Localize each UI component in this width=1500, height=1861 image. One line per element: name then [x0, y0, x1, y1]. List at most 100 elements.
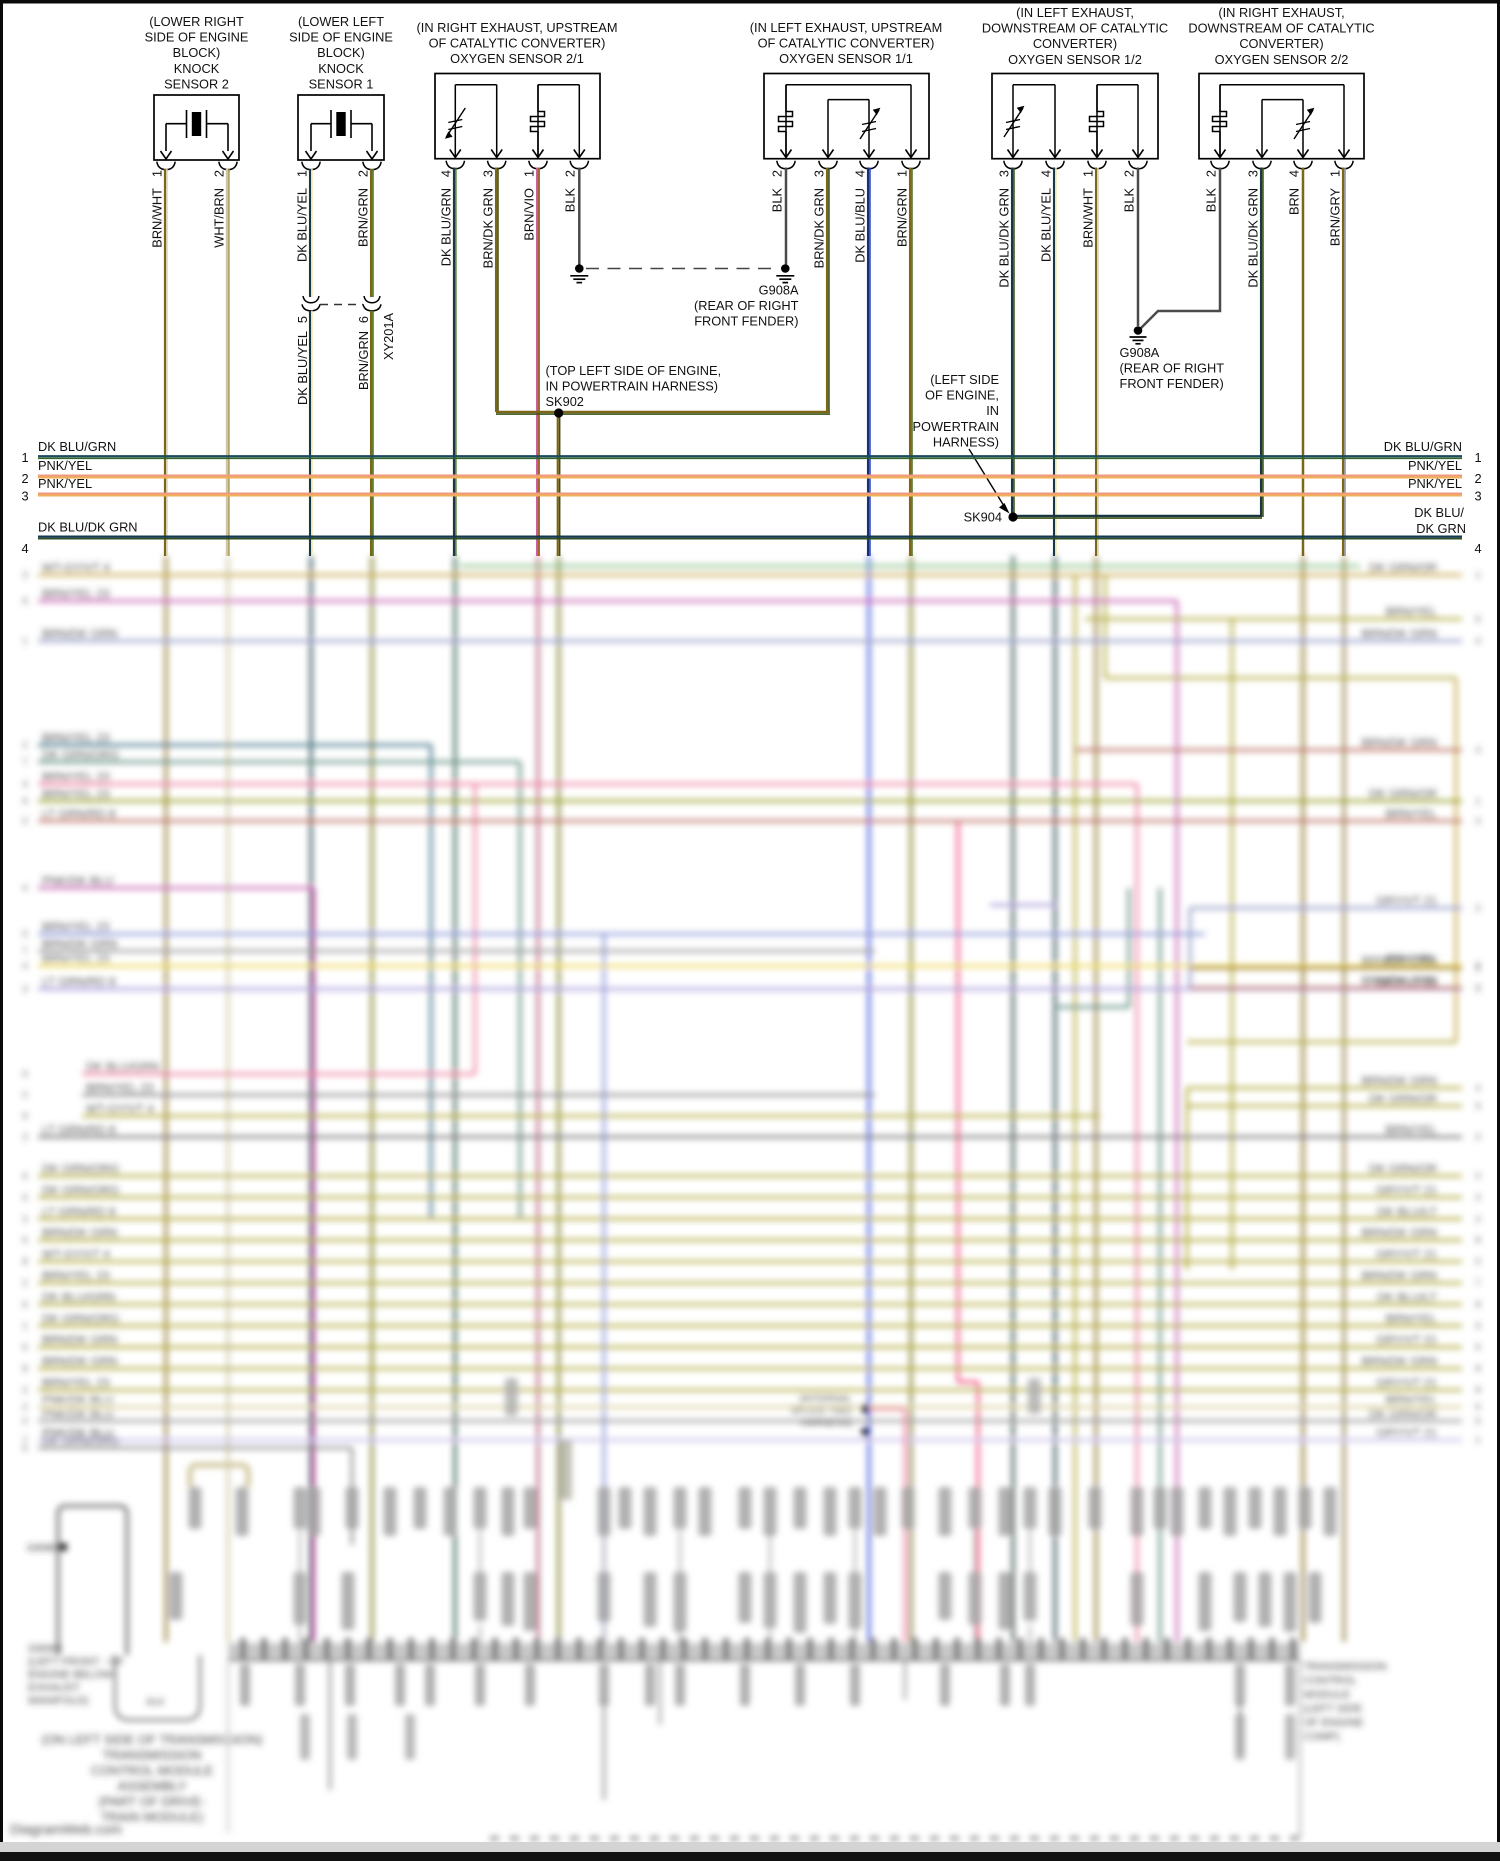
svg-text:0: 0 — [1475, 1171, 1480, 1181]
svg-text:7: 7 — [1475, 984, 1480, 994]
svg-text:GRY/VT 21: GRY/VT 21 — [1376, 975, 1437, 989]
svg-text:GRY/VT 21: GRY/VT 21 — [1376, 1426, 1437, 1440]
svg-text:0: 0 — [22, 883, 27, 893]
svg-text:BRN/DK GRN: BRN/DK GRN — [481, 188, 496, 268]
svg-text:DK BLU/DK GRN: DK BLU/DK GRN — [38, 520, 138, 535]
svg-text:BRN/GRY: BRN/GRY — [1328, 188, 1343, 247]
svg-text:1: 1 — [22, 636, 27, 646]
svg-text:PNK/YEL: PNK/YEL — [1408, 458, 1462, 473]
svg-text:2: 2 — [1204, 170, 1219, 177]
svg-text:1: 1 — [1475, 796, 1480, 806]
svg-text:BRN/DK GRN: BRN/DK GRN — [42, 1333, 117, 1347]
svg-text:HARNESS): HARNESS) — [933, 434, 999, 449]
svg-text:BRN: BRN — [1287, 188, 1302, 215]
svg-text:DK BLU/GRN: DK BLU/GRN — [1384, 439, 1462, 454]
svg-text:(LOWER LEFT: (LOWER LEFT — [298, 14, 384, 29]
svg-text:3: 3 — [1474, 489, 1481, 504]
svg-text:DK BLU/YEL: DK BLU/YEL — [1039, 188, 1054, 262]
svg-text:1: 1 — [21, 450, 28, 465]
svg-text:1: 1 — [1475, 1435, 1480, 1445]
svg-text:BRN/DK GRN: BRN/DK GRN — [1362, 954, 1437, 968]
svg-text:BLOCK): BLOCK) — [173, 45, 221, 60]
svg-text:DK GRN/OR: DK GRN/OR — [1369, 1092, 1437, 1106]
svg-text:(LEFT SIDE: (LEFT SIDE — [1303, 1703, 1362, 1715]
svg-text:8: 8 — [22, 1257, 27, 1267]
svg-text:2: 2 — [22, 1402, 27, 1412]
svg-text:2: 2 — [1474, 471, 1481, 486]
svg-text:BRN/DK GRN: BRN/DK GRN — [1362, 1226, 1437, 1240]
svg-text:HARNESS): HARNESS) — [800, 1418, 852, 1429]
svg-text:2: 2 — [1475, 903, 1480, 913]
svg-text:(LEFT SIDE: (LEFT SIDE — [930, 372, 999, 387]
svg-text:8: 8 — [1475, 1299, 1480, 1309]
svg-text:DK GRN/ORG: DK GRN/ORG — [42, 1183, 119, 1197]
svg-text:8: 8 — [22, 1364, 27, 1374]
svg-text:4: 4 — [1475, 745, 1480, 755]
svg-text:PNK/DK BLU: PNK/DK BLU — [42, 1393, 113, 1407]
svg-text:(INTERNAL: (INTERNAL — [799, 1394, 852, 1405]
svg-text:BRN/DK GRN: BRN/DK GRN — [1362, 736, 1437, 750]
svg-text:DK BLU/GRN: DK BLU/GRN — [86, 1060, 159, 1074]
svg-text:BRN/YEL: BRN/YEL — [1386, 1312, 1438, 1326]
svg-text:DK GRN/ORG: DK GRN/ORG — [42, 1312, 119, 1326]
svg-text:WT-GY/VT 4: WT-GY/VT 4 — [42, 1248, 110, 1262]
svg-text:3: 3 — [812, 170, 827, 177]
svg-text:BRN/YEL 23: BRN/YEL 23 — [42, 952, 110, 966]
svg-text:BRN/YEL: BRN/YEL — [1386, 807, 1438, 821]
svg-text:BRN/GRN: BRN/GRN — [356, 188, 371, 247]
svg-text:CONTROL MODULE: CONTROL MODULE — [91, 1763, 214, 1778]
svg-text:2: 2 — [21, 471, 28, 486]
svg-text:0: 0 — [1475, 1132, 1480, 1142]
svg-text:LT GRN/RD 8: LT GRN/RD 8 — [42, 1205, 116, 1219]
svg-text:DK BLU/DK GRN: DK BLU/DK GRN — [997, 188, 1012, 288]
svg-text:1: 1 — [522, 170, 537, 177]
svg-text:LT GRN/RD 8: LT GRN/RD 8 — [42, 975, 116, 989]
svg-text:GRY/VT 21: GRY/VT 21 — [1376, 894, 1437, 908]
svg-text:(IN RIGHT EXHAUST, UPSTREAM: (IN RIGHT EXHAUST, UPSTREAM — [417, 20, 618, 35]
svg-text:CONVERTER): CONVERTER) — [1033, 36, 1117, 51]
svg-text:4: 4 — [1475, 816, 1480, 826]
svg-text:POWERTRAIN: POWERTRAIN — [912, 419, 999, 434]
svg-text:8: 8 — [1475, 1385, 1480, 1395]
svg-text:0: 0 — [22, 1090, 27, 1100]
svg-text:BRN/WHT: BRN/WHT — [150, 188, 165, 248]
svg-text:OF CATALYTIC CONVERTER): OF CATALYTIC CONVERTER) — [429, 36, 606, 51]
svg-text:WHT/BRN: WHT/BRN — [212, 188, 227, 248]
svg-text:GRY/VT 21: GRY/VT 21 — [1376, 1183, 1437, 1197]
svg-text:6: 6 — [22, 1192, 27, 1202]
svg-text:BRN/DK GRN: BRN/DK GRN — [812, 188, 827, 268]
svg-text:DK BLU/GRN: DK BLU/GRN — [38, 439, 116, 454]
svg-text:IN POWERTRAIN HARNESS): IN POWERTRAIN HARNESS) — [546, 379, 719, 394]
svg-text:BRN/GRN: BRN/GRN — [895, 188, 910, 247]
svg-text:BRN/YEL 23: BRN/YEL 23 — [42, 1376, 110, 1390]
svg-text:BLOCK): BLOCK) — [317, 45, 365, 60]
svg-text:G908A: G908A — [759, 283, 799, 298]
svg-text:DOWNSTREAM OF CATALYTIC: DOWNSTREAM OF CATALYTIC — [982, 21, 1168, 36]
svg-text:4: 4 — [1475, 1192, 1480, 1202]
svg-text:BRN/YEL 23: BRN/YEL 23 — [42, 731, 110, 745]
svg-text:G908B: G908B — [27, 1543, 58, 1554]
svg-text:TRANSMISSION: TRANSMISSION — [103, 1748, 202, 1763]
svg-text:OF ENGINE: OF ENGINE — [1303, 1717, 1364, 1729]
svg-text:6: 6 — [356, 316, 371, 323]
svg-text:1: 1 — [1081, 170, 1096, 177]
svg-text:(TOP LEFT SIDE OF ENGINE,: (TOP LEFT SIDE OF ENGINE, — [546, 363, 722, 378]
svg-text:DK GRN/ORG: DK GRN/ORG — [42, 748, 119, 762]
svg-text:(REAR OF RIGHT: (REAR OF RIGHT — [694, 298, 799, 313]
svg-text:(IN LEFT EXHAUST, UPSTREAM: (IN LEFT EXHAUST, UPSTREAM — [750, 20, 942, 35]
svg-text:LT GRN/RD 8: LT GRN/RD 8 — [42, 1123, 116, 1137]
svg-text:7: 7 — [22, 757, 27, 767]
svg-text:SENSOR 1: SENSOR 1 — [309, 76, 374, 91]
svg-text:5: 5 — [1475, 1416, 1480, 1426]
svg-text:SIDE OF ENGINE: SIDE OF ENGINE — [289, 30, 393, 45]
svg-text:(IN RIGHT EXHAUST,: (IN RIGHT EXHAUST, — [1218, 5, 1344, 20]
svg-text:OF ENGINE,: OF ENGINE, — [925, 388, 999, 403]
svg-text:9: 9 — [1475, 1101, 1480, 1111]
svg-text:GRY/VT 21: GRY/VT 21 — [1376, 1376, 1437, 1390]
svg-text:BRN/VIO: BRN/VIO — [522, 188, 537, 241]
svg-text:4: 4 — [1039, 170, 1054, 177]
svg-text:CONVERTER): CONVERTER) — [1239, 36, 1323, 51]
svg-text:PNK/DK BLU: PNK/DK BLU — [42, 1407, 113, 1421]
svg-text:LT GRN/RD 8: LT GRN/RD 8 — [42, 807, 116, 821]
svg-text:OF CATALYTIC CONVERTER): OF CATALYTIC CONVERTER) — [758, 36, 935, 51]
